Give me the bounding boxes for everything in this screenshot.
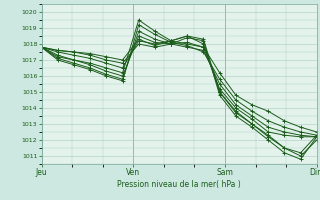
X-axis label: Pression niveau de la mer( hPa ): Pression niveau de la mer( hPa ): [117, 180, 241, 189]
